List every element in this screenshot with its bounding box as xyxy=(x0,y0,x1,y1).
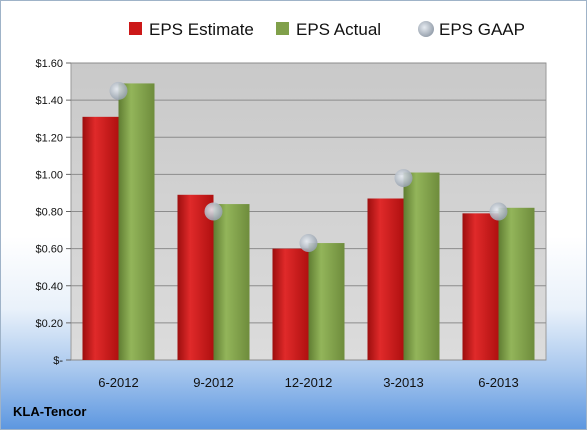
y-tick-label: $1.00 xyxy=(35,169,63,181)
marker-eps-gaap xyxy=(204,202,223,221)
y-tick-label: $- xyxy=(53,355,63,367)
x-tick-label: 12-2012 xyxy=(285,375,333,390)
y-tick-label: $0.60 xyxy=(35,244,63,256)
bar-eps-estimate xyxy=(82,116,119,360)
bar-eps-actual xyxy=(118,83,155,360)
x-tick-label: 6-2012 xyxy=(98,375,138,390)
legend-eps-actual-label: EPS Actual xyxy=(296,20,381,39)
bar-eps-actual xyxy=(403,172,440,360)
legend-eps-estimate-label: EPS Estimate xyxy=(149,20,254,39)
y-tick-label: $0.20 xyxy=(35,318,63,330)
bar-eps-estimate xyxy=(177,194,214,360)
marker-eps-gaap xyxy=(489,202,508,221)
bar-eps-estimate xyxy=(367,198,404,360)
company-label: KLA-Tencor xyxy=(13,404,87,419)
bar-eps-actual xyxy=(308,243,345,360)
marker-eps-gaap xyxy=(299,234,318,253)
bar-eps-actual xyxy=(498,207,535,360)
y-tick-label: $0.80 xyxy=(35,207,63,219)
x-tick-label: 9-2012 xyxy=(193,375,233,390)
marker-eps-gaap xyxy=(394,169,413,188)
y-tick-label: $0.40 xyxy=(35,281,63,293)
marker-eps-gaap xyxy=(109,81,128,100)
bar-eps-actual xyxy=(213,204,250,360)
legend-eps-gaap-label: EPS GAAP xyxy=(439,20,525,39)
bar-eps-estimate xyxy=(462,213,499,360)
x-tick-label: 3-2013 xyxy=(383,375,423,390)
y-tick-label: $1.20 xyxy=(35,132,63,144)
x-tick-label: 6-2013 xyxy=(478,375,518,390)
legend-eps-actual-swatch xyxy=(276,22,289,35)
y-tick-label: $1.60 xyxy=(35,58,63,70)
legend-eps-estimate-swatch xyxy=(129,22,142,35)
legend-eps-gaap-swatch xyxy=(418,21,434,37)
y-tick-label: $1.40 xyxy=(35,95,63,107)
bar-eps-estimate xyxy=(272,248,309,360)
